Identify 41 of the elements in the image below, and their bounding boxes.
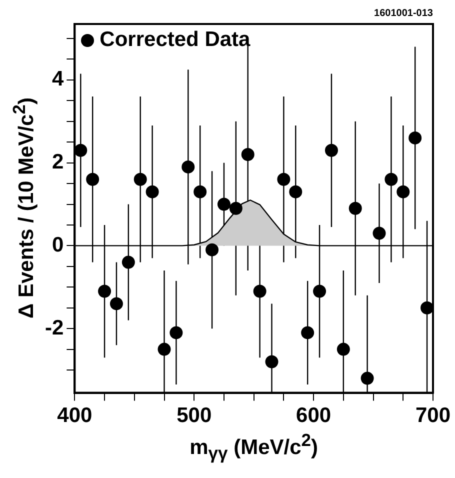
point (420, 301, 433, 314)
point (313, 284, 326, 298)
point (146, 185, 159, 198)
x-tick-label: 600 (296, 404, 332, 428)
y-tick-label: 0 (52, 233, 64, 256)
y-tick-label: 4 (52, 68, 64, 91)
point (336, 342, 350, 356)
y-tick-label: 2 (52, 150, 64, 174)
x-tick-label: 500 (176, 404, 212, 428)
legend-label: Corrected Data (100, 28, 250, 52)
point (158, 342, 171, 356)
point (206, 243, 219, 256)
point (241, 148, 254, 162)
point (289, 185, 302, 198)
x-tick-label: 400 (57, 404, 92, 428)
point (110, 297, 123, 310)
point (74, 144, 88, 157)
point (253, 284, 266, 298)
point (229, 202, 242, 215)
point (122, 256, 135, 269)
point (277, 172, 290, 186)
text: 1601001-013 (374, 8, 433, 19)
point (372, 226, 386, 240)
point (301, 326, 314, 340)
point (408, 131, 422, 144)
point (217, 198, 230, 211)
point (384, 172, 398, 186)
point (324, 144, 338, 157)
y-tick-label: -2 (44, 316, 64, 340)
point (194, 185, 207, 198)
point (170, 326, 183, 340)
point (265, 355, 278, 368)
x-tick-label: 700 (415, 404, 451, 428)
point (134, 172, 147, 186)
point (98, 284, 112, 298)
point (86, 172, 100, 186)
point (396, 185, 410, 198)
point (348, 202, 362, 215)
x-axis-title: m$_{γγ}$ (MeV/c$^{2}$) (188, 430, 320, 464)
point (360, 372, 374, 385)
point (182, 160, 195, 174)
